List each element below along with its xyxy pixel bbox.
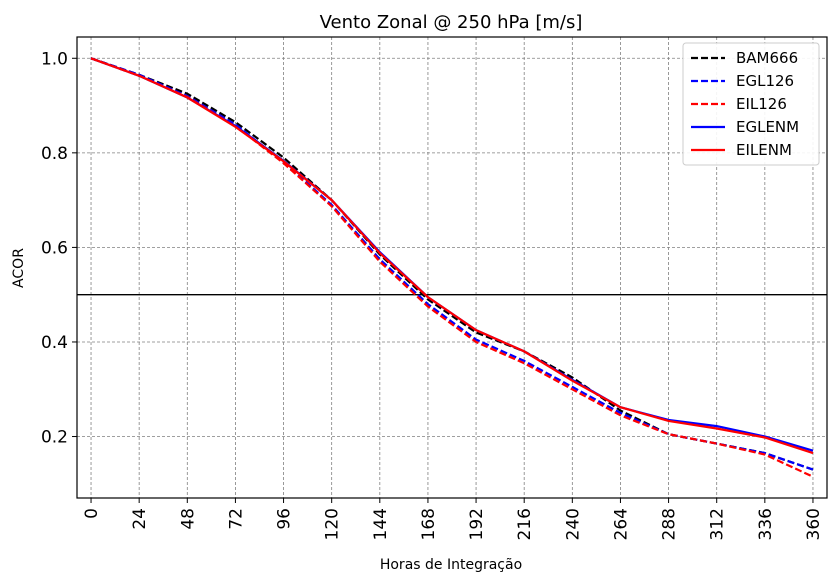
legend: BAM666 EGL126 EIL126 EGLENM EILENM: [682, 42, 820, 166]
x-tick-label: 336: [756, 508, 776, 540]
x-tick-label: 288: [660, 508, 680, 540]
y-tick-label: 0.2: [41, 428, 68, 448]
x-tick-label: 0: [82, 508, 102, 519]
x-tick-label: 96: [275, 508, 295, 530]
legend-label: EGLENM: [736, 118, 799, 136]
x-axis: 0 24 48 72 96 120 144 168 192 216 240 264 288 312 336 3…: [82, 498, 824, 540]
y-axis: 0.2 0.4 0.6 0.8 1.0: [41, 49, 77, 448]
x-tick-label: 48: [178, 508, 198, 530]
x-tick-label: 264: [611, 508, 631, 540]
x-tick-label: 120: [323, 508, 343, 540]
legend-label: EGL126: [736, 72, 794, 90]
y-tick-label: 0.6: [41, 238, 68, 258]
y-tick-label: 0.8: [41, 144, 68, 164]
plot-frame: [76, 36, 828, 499]
legend-label: EILENM: [736, 141, 792, 159]
series-line-eilenm: [90, 57, 814, 455]
x-axis-label: Horas de Integração: [380, 557, 522, 573]
x-tick-label: 312: [708, 508, 728, 540]
x-tick-label: 360: [804, 508, 824, 540]
legend-box: [682, 42, 820, 166]
x-tick-label: 240: [563, 508, 583, 540]
y-tick-label: 1.0: [41, 49, 68, 69]
legend-label: EIL126: [736, 95, 787, 113]
y-tick-label: 0.4: [41, 333, 68, 353]
x-tick-label: 72: [226, 508, 246, 530]
x-tick-label: 168: [419, 508, 439, 540]
legend-label: BAM666: [736, 49, 798, 67]
x-tick-label: 216: [515, 508, 535, 540]
chart-title: Vento Zonal @ 250 hPa [m/s]: [320, 12, 583, 33]
x-tick-label: 192: [467, 508, 487, 540]
x-tick-label: 24: [130, 508, 150, 530]
y-axis-label: ACOR: [11, 248, 27, 288]
series-lines: [90, 57, 814, 478]
x-tick-label: 144: [371, 508, 391, 540]
